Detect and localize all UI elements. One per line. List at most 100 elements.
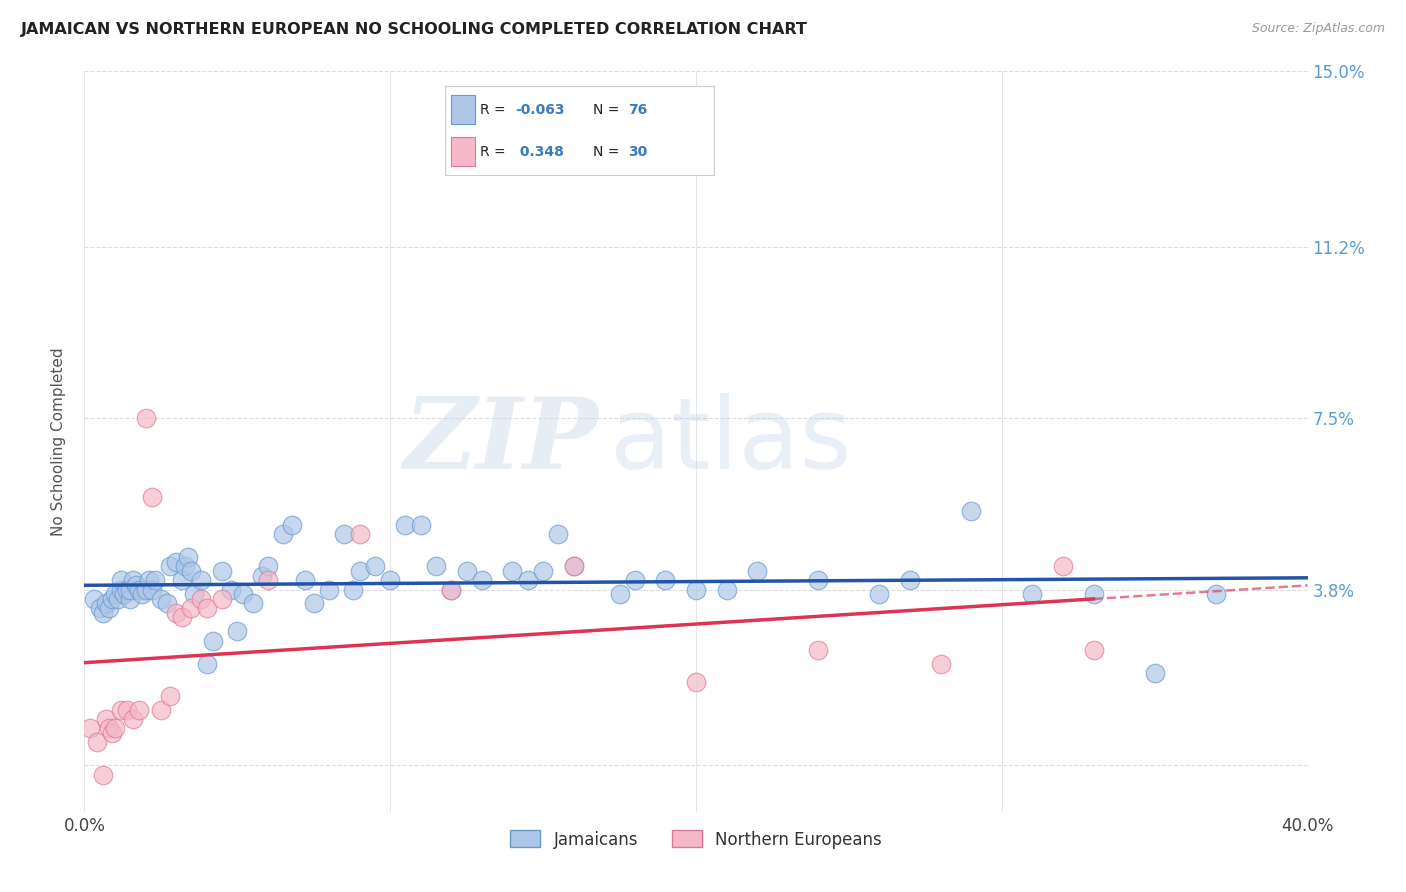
Point [394,517,416,532]
Point [257,574,280,588]
Point [190,574,212,588]
Point [242,597,264,611]
Point [349,564,371,578]
Point [333,527,356,541]
Point [502,564,524,578]
Point [211,591,233,606]
Point [180,564,202,578]
Point [141,582,163,597]
Point [271,527,294,541]
Point [807,574,830,588]
Point [94,712,117,726]
Point [165,606,187,620]
Point [716,582,738,597]
Point [211,564,233,578]
Point [409,517,432,532]
Y-axis label: No Schooling Completed: No Schooling Completed [51,347,66,536]
Point [174,559,197,574]
Point [250,568,273,582]
Point [165,555,187,569]
Point [226,624,249,639]
Point [195,601,218,615]
Point [562,559,585,574]
Point [190,591,212,606]
Point [91,606,114,620]
Point [104,722,127,736]
Point [110,582,132,597]
Point [349,527,371,541]
Point [104,587,127,601]
Point [685,675,707,690]
Point [110,574,132,588]
Point [1052,559,1074,574]
Point [97,722,120,736]
Point [1021,587,1043,601]
Point [97,601,120,615]
Point [195,657,218,671]
Point [149,591,172,606]
Point [135,582,157,597]
Point [159,689,181,703]
Point [807,642,830,657]
Point [201,633,224,648]
Point [172,574,194,588]
Point [425,559,447,574]
Point [149,703,172,717]
Point [281,517,304,532]
Point [138,574,160,588]
Point [115,703,138,717]
Point [135,411,157,425]
Point [624,574,647,588]
Text: Source: ZipAtlas.com: Source: ZipAtlas.com [1251,22,1385,36]
Point [177,550,200,565]
Point [141,490,163,504]
Point [120,591,142,606]
Point [747,564,769,578]
Point [172,610,194,624]
Point [516,574,538,588]
Point [364,559,387,574]
Point [79,722,101,736]
Point [94,597,117,611]
Point [159,559,181,574]
Point [219,582,242,597]
Point [128,582,150,597]
Point [143,574,166,588]
Point [685,582,707,597]
Text: ZIP: ZIP [404,393,598,490]
Point [107,591,129,606]
Point [380,574,402,588]
Point [609,587,631,601]
Point [869,587,891,601]
Point [342,582,364,597]
Point [531,564,554,578]
Point [156,597,179,611]
Point [1143,665,1166,680]
Point [128,703,150,717]
Point [960,504,983,518]
Point [180,601,202,615]
Point [294,574,316,588]
Point [1083,642,1105,657]
Point [125,578,148,592]
Legend: Jamaicans, Northern Europeans: Jamaicans, Northern Europeans [503,823,889,855]
Point [302,597,325,611]
Point [232,587,254,601]
Text: JAMAICAN VS NORTHERN EUROPEAN NO SCHOOLING COMPLETED CORRELATION CHART: JAMAICAN VS NORTHERN EUROPEAN NO SCHOOLI… [21,22,808,37]
Point [1205,587,1227,601]
Point [120,582,142,597]
Point [440,582,463,597]
Point [91,767,114,781]
Point [112,587,135,601]
Point [101,726,124,740]
Point [257,559,280,574]
Point [89,601,111,615]
Point [131,587,153,601]
Point [110,703,132,717]
Point [1083,587,1105,601]
Point [898,574,921,588]
Point [440,582,463,597]
Point [122,574,145,588]
Point [115,582,138,597]
Point [562,559,585,574]
